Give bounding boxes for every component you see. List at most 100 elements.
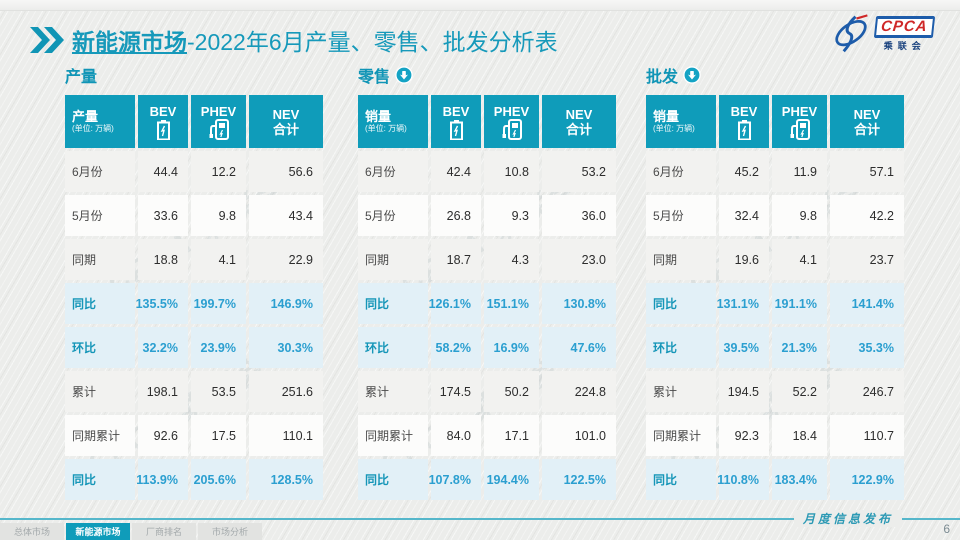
- data-cell: 130.8%: [542, 283, 616, 324]
- column-header-label: BEV: [442, 103, 470, 119]
- table-header-col-PHEV: PHEV: [772, 95, 827, 148]
- row-label: 同期累计: [646, 415, 716, 456]
- battery-icon: [156, 119, 170, 140]
- data-table: 产量 (单位: 万辆) BEV PHEV NEV 合计 6月份 44.4 12.2 56.6 5月…: [65, 95, 323, 500]
- row-label: 同期: [358, 239, 428, 280]
- data-cell: 32.2%: [138, 327, 188, 368]
- data-cell: 251.6: [249, 371, 323, 412]
- data-cell: 10.8: [484, 151, 539, 192]
- data-cell: 205.6%: [191, 459, 246, 500]
- page-title-highlight: 新能源市场: [72, 29, 187, 55]
- section-head: 零售: [358, 62, 616, 88]
- data-cell: 43.4: [249, 195, 323, 236]
- charger-icon: [209, 119, 229, 140]
- column-header-label: PHEV: [493, 103, 530, 119]
- data-cell: 19.6: [719, 239, 769, 280]
- column-header-label: NEV 合计: [565, 106, 593, 137]
- table-header-unit: (单位: 万辆): [365, 123, 407, 133]
- table-header-col-BEV: BEV: [431, 95, 481, 148]
- battery-icon: [449, 119, 463, 140]
- data-cell: 56.6: [249, 151, 323, 192]
- data-cell: 107.8%: [429, 459, 481, 500]
- data-cell: 16.9%: [484, 327, 539, 368]
- data-cell: 53.2: [542, 151, 616, 192]
- data-cell: 92.3: [719, 415, 769, 456]
- row-label: 环比: [646, 327, 716, 368]
- table-section-批发: 批发 销量 (单位: 万辆) BEV PHEV NEV 合计 6月份 45.2 11.9 57.1…: [646, 62, 904, 500]
- top-edge-shading: [0, 0, 960, 11]
- column-header-label: NEV 合计: [853, 106, 881, 137]
- data-cell: 12.2: [191, 151, 246, 192]
- column-header-label: PHEV: [200, 103, 237, 119]
- data-cell: 110.8%: [717, 459, 769, 500]
- data-cell: 9.8: [191, 195, 246, 236]
- data-cell: 32.4: [719, 195, 769, 236]
- title-bar: 新能源市场-2022年6月产量、零售、批发分析表: [28, 22, 558, 58]
- section-title: 零售: [358, 69, 391, 86]
- column-header-label: BEV: [730, 103, 758, 119]
- row-label: 同期累计: [65, 415, 135, 456]
- section-title: 产量: [65, 69, 98, 86]
- table-header-col-NEV: NEV 合计: [542, 95, 616, 148]
- data-table: 销量 (单位: 万辆) BEV PHEV NEV 合计 6月份 42.4 10.8 53.2 5月…: [358, 95, 616, 500]
- data-cell: 194.5: [719, 371, 769, 412]
- section-head: 产量: [65, 62, 323, 88]
- row-label: 环比: [358, 327, 428, 368]
- data-cell: 131.1%: [717, 283, 769, 324]
- table-section-零售: 零售 销量 (单位: 万辆) BEV PHEV NEV 合计 6月份 42.4 10.8 53.2…: [358, 62, 616, 500]
- nav-tab-市场分析[interactable]: 市场分析: [198, 523, 262, 540]
- data-cell: 122.9%: [830, 459, 904, 500]
- row-label: 同比: [65, 459, 135, 500]
- data-cell: 44.4: [138, 151, 188, 192]
- data-cell: 4.1: [191, 239, 246, 280]
- data-cell: 4.3: [484, 239, 539, 280]
- data-cell: 101.0: [542, 415, 616, 456]
- data-cell: 36.0: [542, 195, 616, 236]
- row-label: 6月份: [358, 151, 428, 192]
- data-cell: 21.3%: [772, 327, 827, 368]
- data-cell: 22.9: [249, 239, 323, 280]
- nav-tab-总体市场[interactable]: 总体市场: [0, 523, 64, 540]
- data-cell: 39.5%: [719, 327, 769, 368]
- data-cell: 151.1%: [484, 283, 539, 324]
- charger-icon: [790, 119, 810, 140]
- data-cell: 9.3: [484, 195, 539, 236]
- data-cell: 128.5%: [249, 459, 323, 500]
- data-cell: 17.5: [191, 415, 246, 456]
- data-cell: 141.4%: [830, 283, 904, 324]
- down-circle-icon: [683, 66, 701, 84]
- footer-divider-line: [0, 518, 960, 520]
- data-cell: 18.7: [431, 239, 481, 280]
- table-section-产量: 产量 产量 (单位: 万辆) BEV PHEV NEV 合计 6月份 44.4 12.2 56.6…: [65, 62, 323, 500]
- data-cell: 52.2: [772, 371, 827, 412]
- cpca-acronym-box: CPCA: [874, 16, 936, 38]
- down-circle-icon: [395, 66, 413, 84]
- row-label: 同期累计: [358, 415, 428, 456]
- cpca-logo: CPCA 乘联会: [831, 13, 936, 55]
- row-label: 同比: [358, 283, 428, 324]
- data-cell: 33.6: [138, 195, 188, 236]
- data-cell: 183.4%: [772, 459, 827, 500]
- nav-tab-新能源市场[interactable]: 新能源市场: [66, 523, 130, 540]
- row-label: 累计: [65, 371, 135, 412]
- page-title-rest: -2022年6月产量、零售、批发分析表: [187, 29, 558, 55]
- table-header-unit: (单位: 万辆): [653, 123, 695, 133]
- data-cell: 11.9: [772, 151, 827, 192]
- row-label: 累计: [358, 371, 428, 412]
- bottom-nav-tabs: 总体市场 新能源市场 厂商排名 市场分析: [0, 523, 262, 540]
- column-header-label: BEV: [149, 103, 177, 119]
- table-header-label: 销量: [365, 108, 392, 124]
- data-cell: 224.8: [542, 371, 616, 412]
- data-cell: 47.6%: [542, 327, 616, 368]
- footer-note: 月度信息发布: [793, 510, 902, 527]
- data-cell: 23.7: [830, 239, 904, 280]
- battery-icon: [737, 119, 751, 140]
- nav-tab-厂商排名[interactable]: 厂商排名: [132, 523, 196, 540]
- row-label: 5月份: [358, 195, 428, 236]
- data-cell: 113.9%: [136, 459, 188, 500]
- data-cell: 146.9%: [249, 283, 323, 324]
- table-header-unit: (单位: 万辆): [72, 123, 114, 133]
- row-label: 6月份: [65, 151, 135, 192]
- data-table: 销量 (单位: 万辆) BEV PHEV NEV 合计 6月份 45.2 11.9 57.1 5月…: [646, 95, 904, 500]
- data-cell: 53.5: [191, 371, 246, 412]
